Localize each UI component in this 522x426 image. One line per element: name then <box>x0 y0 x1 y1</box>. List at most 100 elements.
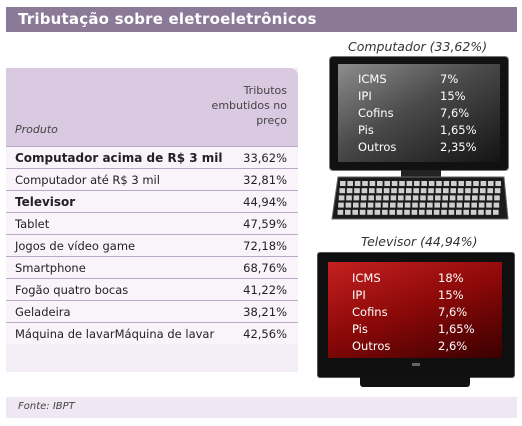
keyboard-key <box>456 202 463 208</box>
keyboard-key <box>337 209 344 215</box>
keyboard-key <box>340 181 346 186</box>
keyboard-key <box>412 202 418 208</box>
table-row: Computador até R$ 3 mil 32,81% <box>6 168 298 190</box>
keyboard-key <box>449 202 455 208</box>
keyboard-key <box>361 195 367 201</box>
tax-value: 18% <box>438 271 464 285</box>
keyboard-key <box>360 202 366 208</box>
keyboard-key <box>456 209 462 215</box>
keyboard-key <box>464 202 470 208</box>
tv-caption: Televisor (44,94%) <box>361 234 478 249</box>
keyboard-key <box>428 188 434 194</box>
product-name: Fogão quatro bocas <box>15 282 129 297</box>
tax-value: 2,35% <box>440 140 477 154</box>
keyboard-key <box>362 181 368 186</box>
product-name: Jogos de vídeo game <box>15 238 136 253</box>
tax-value: 7,6% <box>438 305 468 319</box>
keyboard-key <box>434 202 440 208</box>
keyboard-key <box>441 202 448 208</box>
keyboard-key <box>347 181 353 186</box>
keyboard-key <box>382 209 388 215</box>
tv-tax-row: Pis 1,65% <box>352 322 482 339</box>
product-tax-value: 41,22% <box>243 282 287 297</box>
keyboard-key <box>472 188 479 194</box>
keyboard-key <box>345 209 351 215</box>
tax-value: 15% <box>440 89 466 103</box>
keyboard-key <box>354 188 360 194</box>
keyboard-key <box>472 195 478 201</box>
table-row: Fogão quatro bocas 41,22% <box>6 278 298 300</box>
table-row: Smartphone 68,76% <box>6 256 298 278</box>
computer-screen: ICMS 7% IPI 15% Cofins 7,6% Pis 1,65% Outros 2,35… <box>338 64 500 162</box>
keyboard-key <box>404 209 410 215</box>
keyboard-key <box>338 202 344 208</box>
keyboard-key <box>377 181 383 186</box>
keyboard-key <box>449 195 456 201</box>
product-name: Smartphone <box>15 260 86 275</box>
tax-name: Cofins <box>358 106 394 120</box>
keyboard-key <box>406 181 413 186</box>
keyboard-key <box>361 188 368 194</box>
keyboard-key <box>367 202 374 208</box>
keyboard-key <box>346 188 353 194</box>
keyboard-key <box>470 209 477 215</box>
table-row: Jogos de vídeo game 72,18% <box>6 234 298 256</box>
keyboard-key <box>376 188 382 194</box>
keyboard-key <box>493 202 500 208</box>
product-tax-value: 44,94% <box>243 194 287 209</box>
tax-name: Outros <box>352 339 391 353</box>
keyboard-key <box>457 195 463 201</box>
keyboard-key <box>391 181 398 186</box>
keyboard-key <box>390 202 396 208</box>
keyboard-key <box>389 209 395 215</box>
product-tax-value: 42,56% <box>243 326 287 341</box>
tax-value: 15% <box>438 288 464 302</box>
keyboard-icon <box>331 176 509 220</box>
table-row: Computador acima de R$ 3 mil 33,62% <box>6 146 298 168</box>
keyboard-key <box>354 181 361 186</box>
tv-tax-row: Cofins 7,6% <box>352 305 482 322</box>
monitor-stand <box>401 170 441 178</box>
header-tributes: Tributos embutidos no preço <box>211 84 287 127</box>
computer-monitor: ICMS 7% IPI 15% Cofins 7,6% Pis 1,65% Outros 2,35… <box>330 57 508 170</box>
tax-name: ICMS <box>352 271 381 285</box>
keyboard-key <box>487 188 493 194</box>
keyboard-key <box>494 188 501 194</box>
keyboard-key <box>427 202 433 208</box>
keyboard-key <box>435 188 442 194</box>
table-row: Máquina de lavarMáquina de lavar 42,56% <box>6 322 298 344</box>
keyboard-key <box>478 209 484 215</box>
product-name: Tablet <box>15 216 50 231</box>
tax-name: Outros <box>358 140 397 154</box>
keyboard-key <box>391 188 397 194</box>
product-name: Televisor <box>15 194 76 209</box>
keyboard-key <box>367 209 373 215</box>
keyboard-key <box>390 195 397 201</box>
computer-tax-row: Outros 2,35% <box>358 140 488 157</box>
tv-tax-row: IPI 15% <box>352 288 482 305</box>
keyboard-key <box>398 188 405 194</box>
keyboard-key <box>397 202 403 208</box>
keyboard-key <box>368 195 374 201</box>
page-title: Tributação sobre eletroeletrônicos <box>18 10 317 28</box>
keyboard-key <box>457 188 464 194</box>
tv-tax-row: ICMS 18% <box>352 271 482 288</box>
keyboard-key <box>398 195 404 201</box>
keyboard-key <box>464 195 471 201</box>
product-tax-value: 72,18% <box>243 238 287 253</box>
computer-tax-row: Cofins 7,6% <box>358 106 488 123</box>
tax-name: Pis <box>352 322 368 336</box>
keyboard-key <box>427 195 434 201</box>
keyboard-key <box>396 209 403 215</box>
keyboard-key <box>433 209 440 215</box>
keyboard-key <box>352 209 358 215</box>
computer-tax-row: IPI 15% <box>358 89 488 106</box>
product-tax-value: 32,81% <box>243 172 287 187</box>
product-tax-value: 47,59% <box>243 216 287 231</box>
keyboard-key <box>420 188 427 194</box>
tv-stand <box>360 377 470 387</box>
header-product: Produto <box>15 123 58 136</box>
keyboard-key <box>339 188 345 194</box>
tax-name: Pis <box>358 123 374 137</box>
table-header: Tributos embutidos no preço Produto <box>6 68 298 146</box>
